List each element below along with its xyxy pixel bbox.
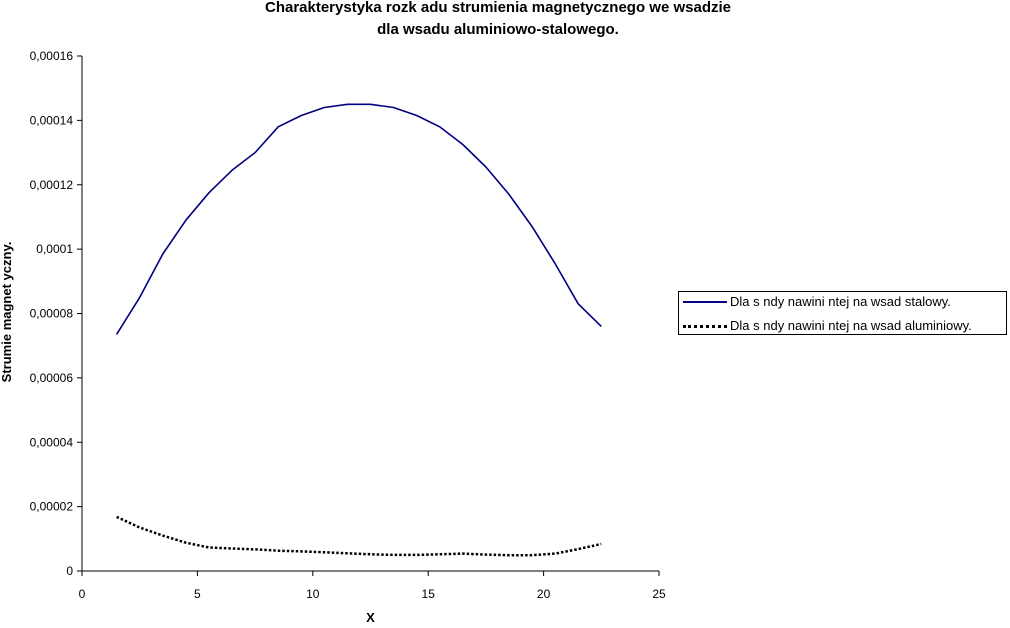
- legend-label-steel: Dla s ndy nawini ntej na wsad stalowy.: [730, 294, 951, 309]
- chart-axes: 0 0,00002 0,00004 0,00006 0,00008 0,0001 0,000…: [30, 49, 666, 601]
- series-line-0: [115, 103, 602, 335]
- legend-item-steel: Dla s ndy nawini ntej na wsad stalowy.: [679, 292, 1006, 312]
- x-tick-label: 10: [306, 587, 320, 601]
- y-tick-label: 0,00004: [30, 435, 74, 449]
- legend-item-aluminium: Dla s ndy nawini ntej na wsad aluminiowy…: [679, 316, 1006, 336]
- x-tick-label: 15: [422, 587, 436, 601]
- y-tick-label: 0,00008: [30, 307, 74, 321]
- series-line-1: [116, 515, 602, 557]
- y-tick-label: 0,0001: [36, 242, 73, 256]
- chart-title-line-1: Charakterystyka rozk adu strumienia magn…: [264, 0, 731, 16]
- x-axis-label: X: [366, 610, 375, 625]
- x-tick-label: 0: [79, 587, 86, 601]
- x-tick-label: 25: [652, 587, 666, 601]
- y-tick-label: 0,00014: [30, 113, 74, 127]
- y-tick-label: 0: [66, 564, 73, 578]
- chart-legend: Dla s ndy nawini ntej na wsad stalowy. D…: [678, 291, 1007, 335]
- y-tick-label: 0,00002: [30, 500, 74, 514]
- y-axis-label: Strumie magnet yczny.: [0, 242, 14, 383]
- y-tick-label: 0,00016: [30, 49, 74, 63]
- chart-series-layer: [115, 103, 602, 557]
- x-tick-label: 20: [537, 587, 551, 601]
- legend-label-aluminium: Dla s ndy nawini ntej na wsad aluminiowy…: [730, 318, 972, 333]
- y-tick-label: 0,00006: [30, 371, 74, 385]
- legend-swatch-steel: [683, 301, 727, 303]
- x-tick-label: 5: [194, 587, 201, 601]
- chart-title-line-2: dla wsadu aluminiowo-stalowego.: [377, 21, 619, 38]
- legend-swatch-aluminium: [683, 325, 727, 328]
- y-tick-label: 0,00012: [30, 178, 74, 192]
